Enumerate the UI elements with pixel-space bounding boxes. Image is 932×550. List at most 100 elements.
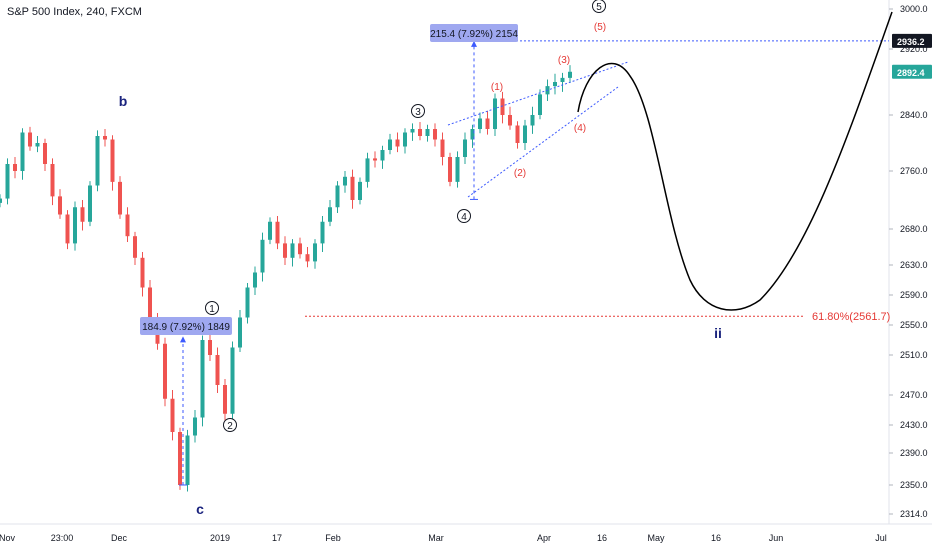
candle-body	[110, 139, 115, 182]
y-tick-label: 2840.0	[900, 110, 928, 120]
candle-body	[343, 176, 347, 186]
y-tick-label: 2760.0	[900, 166, 928, 176]
y-tick-label: 2470.0	[900, 390, 928, 400]
candle-body	[470, 129, 475, 140]
candle-body	[73, 207, 77, 244]
measure-label-bg	[430, 24, 518, 42]
wave-label: c	[196, 501, 204, 517]
candle-body	[178, 432, 182, 485]
candle-body	[508, 115, 512, 126]
candle-body	[200, 340, 205, 418]
candle-body	[283, 243, 287, 258]
candle-body	[320, 221, 325, 244]
wave-label: 5	[596, 2, 602, 13]
measure-arrowhead	[180, 336, 186, 343]
wave-label: (5)	[594, 22, 606, 33]
wave-label: b	[119, 93, 128, 109]
candle-body	[455, 157, 460, 182]
chart-title: S&P 500 Index, 240, FXCM	[7, 6, 142, 18]
candle-body	[373, 158, 377, 161]
candle-body	[410, 129, 415, 133]
candle-body	[313, 243, 317, 262]
candle-body	[388, 139, 392, 150]
candle-body	[133, 236, 137, 258]
wave-label: 4	[461, 212, 467, 223]
candle-body	[5, 164, 10, 199]
y-tick-label: 2314.0	[900, 509, 928, 519]
candle-body	[43, 143, 47, 164]
measure-label: 215.4 (7.92%) 2154	[430, 29, 518, 40]
candle-body	[440, 139, 445, 157]
wave-label-circle	[411, 104, 425, 118]
measure-label: 184.9 (7.92%) 1849	[142, 322, 230, 333]
wave-label: 3	[415, 107, 421, 118]
candle-body	[253, 272, 257, 288]
wave-label-circle	[592, 0, 606, 13]
candle-body	[358, 181, 362, 200]
wave-label-circle	[223, 418, 237, 432]
candle-body	[418, 129, 422, 136]
candle-body	[125, 214, 130, 237]
candle-body	[80, 207, 85, 222]
y-tick-label: 2550.0	[900, 320, 928, 330]
price-label-text: 2936.2	[897, 37, 925, 47]
candle-body	[403, 132, 407, 147]
candle-body	[290, 243, 295, 258]
y-tick-label: 3000.0	[900, 4, 928, 14]
price-label-bg	[892, 33, 932, 48]
candle-body	[530, 115, 535, 126]
x-tick-label: Apr	[537, 533, 551, 543]
wave-label: ii	[714, 325, 722, 341]
x-tick-label: 16	[597, 533, 607, 543]
candle-body	[238, 317, 242, 348]
x-tick-label: Dec	[111, 533, 128, 543]
price-label-text: 2892.4	[897, 68, 925, 78]
candle-body	[433, 129, 437, 140]
candle-body	[425, 129, 430, 136]
wave-label: 1	[209, 304, 215, 315]
candle-body	[28, 132, 32, 147]
candle-body	[0, 198, 2, 203]
wave-label: (1)	[491, 82, 503, 93]
candle-body	[568, 71, 572, 78]
candle-body	[230, 347, 235, 414]
y-tick-label: 2630.0	[900, 260, 928, 270]
candle-body	[553, 82, 557, 87]
candle-body	[335, 185, 340, 208]
candle-body	[365, 158, 370, 182]
candle-body	[463, 139, 467, 157]
x-tick-label: Jul	[875, 533, 887, 543]
wave-label-circle	[457, 209, 471, 223]
wave-label: (4)	[574, 123, 586, 134]
candle-body	[208, 340, 212, 355]
measure-arrowhead	[471, 40, 477, 47]
channel-upper	[447, 61, 629, 126]
candle-body	[118, 181, 122, 215]
y-tick-label: 2590.0	[900, 290, 928, 300]
x-tick-label: Feb	[325, 533, 341, 543]
candle-body	[245, 287, 250, 318]
candle-body	[478, 118, 482, 129]
y-tick-label: 2510.0	[900, 350, 928, 360]
candle-body	[380, 150, 385, 161]
candle-body	[560, 77, 565, 82]
candle-body	[163, 343, 167, 399]
candle-body	[185, 435, 190, 485]
candle-body	[148, 287, 152, 318]
candle-body	[328, 207, 332, 222]
candle-body	[493, 98, 497, 129]
candle-body	[538, 94, 542, 115]
candle-body	[395, 139, 400, 147]
candle-body	[223, 385, 227, 414]
channel-lower	[467, 86, 619, 198]
candle-body	[95, 136, 100, 186]
x-tick-label: Nov	[0, 533, 15, 543]
candle-body	[35, 143, 40, 147]
wave-label: (3)	[558, 55, 570, 66]
candle-body	[298, 243, 302, 255]
candle-body	[13, 164, 17, 171]
price-label-bg	[892, 64, 932, 79]
candle-body	[215, 355, 220, 385]
